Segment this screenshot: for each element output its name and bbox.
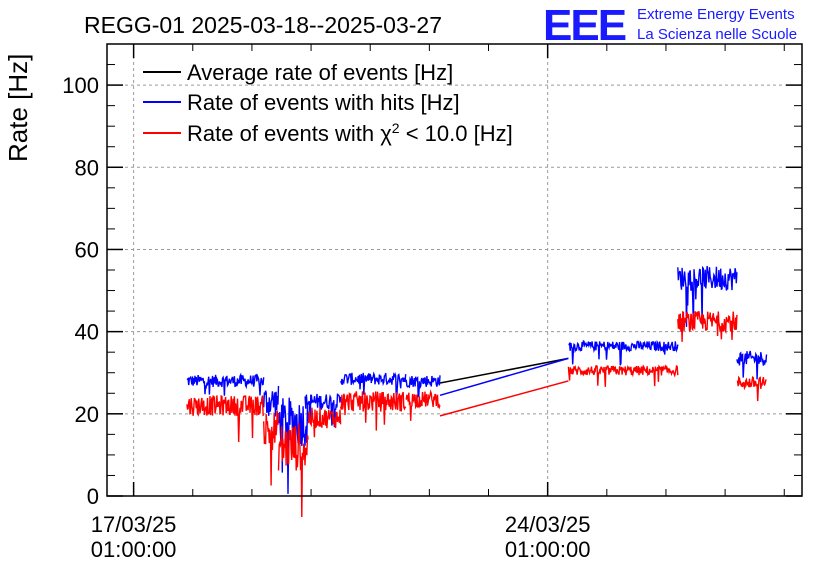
y-tick-label: 80 bbox=[75, 155, 99, 180]
series-chi2-line-gap bbox=[439, 380, 569, 417]
series-hits-line-gap bbox=[439, 357, 569, 397]
tick-labels: 02040608010017/03/2501:00:0024/03/2501:0… bbox=[62, 73, 590, 562]
series-chi2-line bbox=[567, 364, 679, 387]
series-chi2-line bbox=[405, 389, 441, 421]
y-tick-label: 40 bbox=[75, 320, 99, 345]
legend: Average rate of events [Hz] Rate of even… bbox=[143, 60, 513, 146]
legend-chi2-symbol: χ bbox=[380, 121, 392, 146]
x-tick-time-label: 01:00:00 bbox=[91, 537, 177, 562]
series-chi2-line bbox=[186, 394, 265, 443]
series-chi2-line bbox=[736, 375, 767, 402]
series-hits-line bbox=[339, 371, 407, 401]
x-tick-date-label: 17/03/25 bbox=[91, 512, 177, 537]
series-chi2-line bbox=[307, 407, 342, 438]
series-chi2-line bbox=[277, 423, 309, 518]
series-hits-line bbox=[568, 339, 679, 366]
axis-ticks bbox=[107, 43, 802, 497]
series-chi2-line bbox=[677, 311, 738, 342]
x-tick-time-label: 01:00:00 bbox=[505, 537, 591, 562]
series-hits-line bbox=[736, 350, 768, 380]
legend-chi2-prefix: Rate of events with bbox=[187, 121, 380, 146]
legend-label-chi2: Rate of events with χ2 < 10.0 [Hz] bbox=[187, 120, 513, 146]
legend-chi2-exponent: 2 bbox=[392, 120, 400, 136]
logo-line-1: Extreme Energy Events bbox=[637, 6, 795, 23]
y-tick-label: 100 bbox=[62, 73, 99, 98]
series-hits-line bbox=[277, 397, 309, 494]
series-hits-line bbox=[263, 385, 280, 417]
series-hits-line bbox=[186, 372, 265, 396]
eee-logo: EEE Extreme Energy Events La Scienza nel… bbox=[543, 1, 797, 50]
y-tick-label: 20 bbox=[75, 402, 99, 427]
series-chi2-line bbox=[263, 410, 280, 486]
logo-line-2: La Scienza nelle Scuole bbox=[637, 26, 797, 43]
series-layer bbox=[186, 265, 768, 518]
series-average-line bbox=[439, 357, 569, 384]
legend-label-average: Average rate of events [Hz] bbox=[187, 60, 453, 85]
y-tick-label: 60 bbox=[75, 237, 99, 262]
legend-label-hits: Rate of events with hits [Hz] bbox=[187, 90, 460, 115]
y-axis-label: Rate [Hz] bbox=[3, 54, 33, 162]
x-tick-date-label: 24/03/25 bbox=[505, 512, 591, 537]
series-hits-line bbox=[405, 375, 441, 399]
legend-chi2-suffix: < 10.0 [Hz] bbox=[400, 121, 513, 146]
series-hits-line bbox=[677, 265, 738, 328]
chart-title: REGG-01 2025-03-18--2025-03-27 bbox=[84, 12, 442, 38]
series-chi2-line bbox=[339, 391, 407, 431]
y-tick-label: 0 bbox=[87, 484, 99, 509]
logo-mark: EEE bbox=[543, 1, 626, 50]
